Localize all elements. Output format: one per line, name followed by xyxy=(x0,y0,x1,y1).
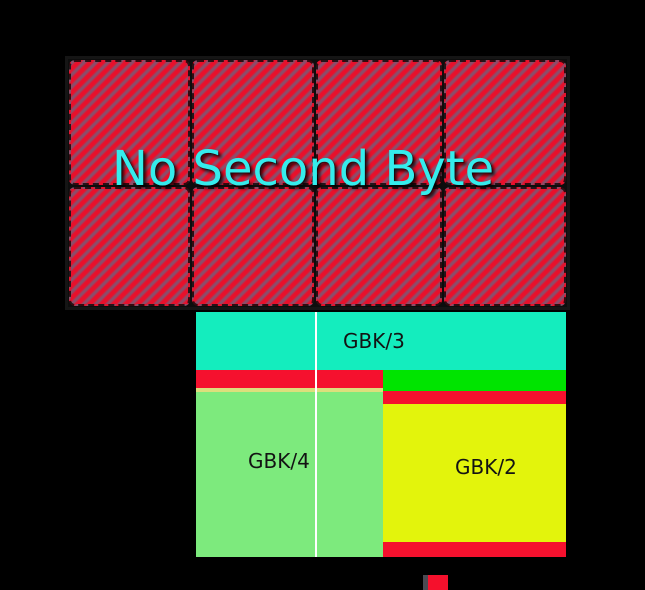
red-strip-bottom xyxy=(383,542,566,557)
hatch-cell xyxy=(192,60,314,185)
no-second-byte-label: No Second Byte xyxy=(112,141,495,197)
gbk4-label: GBK/4 xyxy=(248,449,310,473)
gbk2-label: GBK/2 xyxy=(455,455,517,479)
gbk2-region xyxy=(383,404,566,542)
white-divider-line xyxy=(314,312,317,557)
legend-swatch-shadow xyxy=(423,575,428,590)
hatch-cell xyxy=(444,60,566,185)
hatch-cell xyxy=(69,187,190,306)
gbk3-label: GBK/3 xyxy=(343,329,405,353)
hatch-cell xyxy=(316,60,442,185)
hatch-cell xyxy=(316,187,442,306)
no-second-byte-region xyxy=(65,56,570,310)
gbk4-region xyxy=(196,392,383,557)
hatch-cell xyxy=(192,187,314,306)
gbk3-region xyxy=(196,312,566,370)
red-strip-left xyxy=(196,370,383,388)
khaki-strip xyxy=(196,388,383,392)
hatch-cell xyxy=(444,187,566,306)
red-strip-right xyxy=(383,391,566,404)
legend-red-swatch xyxy=(428,575,448,590)
green-strip-right xyxy=(383,370,566,391)
hatch-cell xyxy=(69,60,190,185)
